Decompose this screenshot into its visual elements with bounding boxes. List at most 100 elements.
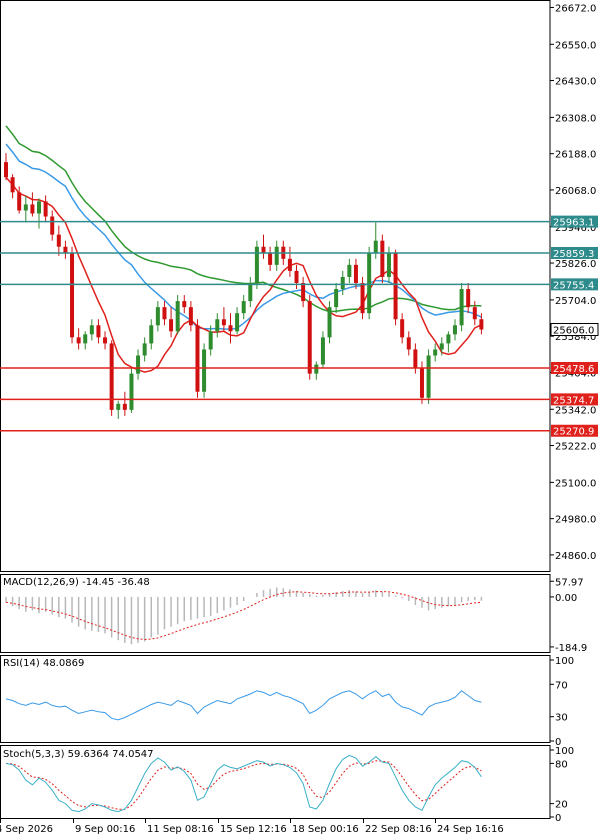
price-tick-label: 25584.0 (555, 332, 596, 343)
candle-body (17, 192, 22, 211)
candle-body (327, 307, 332, 338)
panel-frame-3 (0, 745, 551, 819)
candle-body (340, 276, 345, 290)
candle-body (360, 282, 365, 314)
candle-body (294, 270, 299, 283)
price-tick-label: 25342.0 (555, 405, 596, 416)
level-badge (551, 246, 598, 259)
candle-body (43, 201, 48, 217)
rsi-tick-label: 0 (555, 737, 561, 748)
macd-title: MACD(12,26,9) -14.45 -36.48 (3, 577, 150, 588)
candle-body (261, 246, 266, 253)
panel-borders (0, 0, 551, 819)
candle-body (142, 343, 147, 356)
candle-body (122, 403, 127, 410)
candle-body (103, 337, 108, 344)
candle-body (446, 334, 451, 344)
price-tick-label: 25946.0 (555, 223, 596, 234)
candle-body (30, 204, 35, 214)
stoch-tick-label: 80 (555, 759, 568, 770)
level-badge (551, 361, 598, 374)
candle-body (241, 301, 246, 314)
candle-body (314, 364, 319, 374)
candle-body (221, 319, 226, 326)
candle-body (56, 234, 61, 247)
x-tick-label: 24 Sep 16:16 (437, 824, 504, 835)
rsi-line (5, 690, 482, 721)
candle-body (452, 325, 457, 335)
rsi-tick-label: 70 (555, 680, 568, 691)
x-tick-label: 11 Sep 08:16 (147, 824, 214, 835)
price-tick-label: 26068.0 (555, 186, 596, 197)
candle-body (70, 252, 75, 338)
candle-body (373, 240, 378, 253)
candle-body (433, 349, 438, 356)
candle-body (109, 343, 114, 410)
price-panel: 26672.0 26550.0 26430.0 26308.0 26188.0 26068… (0, 3, 599, 562)
price-tick-label: 24980.0 (555, 515, 596, 526)
level-badge-label: 25478.6 (553, 364, 594, 375)
level-badge-label: 25270.9 (553, 427, 594, 438)
candle-body (274, 246, 279, 265)
price-tick-label: 26672.0 (555, 3, 596, 14)
level-badge-label: 25963.1 (553, 218, 594, 229)
candle-body (175, 301, 180, 332)
candle-body (393, 252, 398, 320)
macd-tick-label: 0.00 (555, 593, 577, 604)
level-badge (551, 424, 598, 437)
level-badge-label: 25755.4 (553, 280, 594, 291)
candle-body (4, 162, 8, 178)
panel-frame-2 (0, 655, 551, 743)
candle-body (208, 331, 213, 350)
candle-body (439, 343, 444, 350)
price-tick-label: 25100.0 (555, 478, 596, 489)
candle-body (136, 355, 141, 374)
candle-body (466, 289, 471, 308)
candle-body (50, 216, 55, 235)
level-badge (551, 393, 598, 406)
candle-body (268, 252, 273, 265)
panel-frame-1 (0, 574, 551, 653)
stoch-tick-label: 20 (555, 800, 568, 811)
candle-body (380, 240, 385, 277)
candle-body (149, 325, 154, 344)
rsi-panel: 100 70 30 0 (5, 656, 574, 748)
stoch-main-line (5, 754, 482, 813)
panel-frame-0 (0, 0, 551, 572)
candle-body (96, 325, 101, 338)
candle-body (63, 246, 68, 253)
candle-body (301, 282, 306, 302)
candle-body (367, 252, 372, 314)
rsi-tick-label: 100 (555, 656, 574, 667)
x-tick-label: 9 Sep 00:16 (75, 824, 135, 835)
rsi-title: RSI(14) 48.0869 (3, 658, 84, 669)
ma-blue-line (5, 143, 482, 330)
candle-body (89, 325, 94, 335)
candle-body (23, 204, 28, 211)
x-tick-label: 15 Sep 12:16 (220, 824, 287, 835)
candle-body (235, 313, 240, 332)
candle-body (459, 289, 464, 326)
candle-body (202, 349, 207, 392)
candle-body (406, 337, 411, 350)
stoch-panel: 100 80 20 0 (5, 746, 574, 824)
candle-body (129, 373, 134, 410)
candle-body (287, 258, 292, 271)
current-price-badge (550, 323, 599, 337)
candle-body (10, 177, 15, 193)
level-badge (551, 215, 598, 228)
level-badge-label: 25374.7 (553, 395, 594, 406)
level-badge-label: 25859.3 (553, 249, 594, 260)
candle-body (215, 319, 220, 332)
candle-body (307, 301, 312, 374)
candle-body (254, 246, 259, 283)
macd-panel: 57.97 0.00 -184.9 (5, 577, 587, 654)
x-tick-label: 4 Sep 2026 (0, 824, 53, 835)
ma-green-line (5, 125, 482, 313)
candle-body (426, 355, 431, 398)
candle-body (248, 282, 253, 302)
candle-body (413, 349, 418, 368)
price-tick-label: 26188.0 (555, 150, 596, 161)
macd-signal-line (5, 591, 482, 641)
